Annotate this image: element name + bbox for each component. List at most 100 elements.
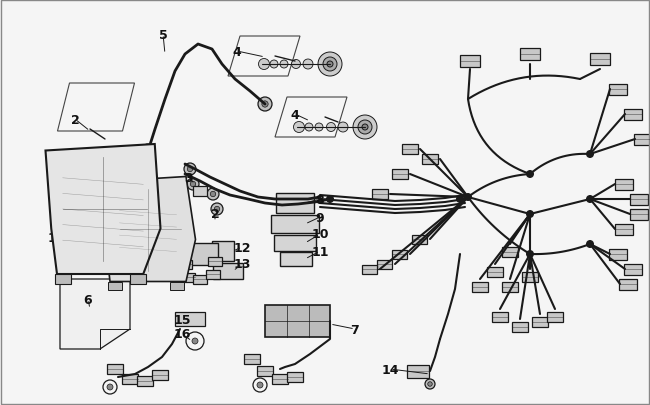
Bar [363, 265, 378, 274]
Circle shape [259, 60, 270, 70]
Circle shape [586, 151, 594, 159]
Bar [193, 275, 207, 284]
Text: 16: 16 [174, 328, 190, 341]
Circle shape [192, 338, 198, 344]
Circle shape [586, 196, 594, 203]
Circle shape [262, 102, 268, 108]
Circle shape [107, 384, 113, 390]
Bar [393, 250, 408, 259]
Bar [609, 249, 627, 260]
Circle shape [353, 116, 377, 140]
Circle shape [187, 167, 192, 172]
Text: 7: 7 [350, 323, 359, 336]
Circle shape [303, 60, 313, 70]
Bar [502, 247, 518, 257]
Bar [170, 282, 183, 290]
Polygon shape [101, 177, 196, 282]
Bar [280, 252, 312, 266]
Circle shape [586, 241, 594, 248]
Circle shape [318, 53, 342, 77]
Bar [272, 374, 288, 384]
Bar [108, 282, 122, 290]
Circle shape [145, 149, 151, 155]
Bar [634, 134, 650, 145]
Bar [265, 305, 330, 337]
Circle shape [526, 250, 534, 258]
Bar [520, 49, 540, 61]
Bar [522, 272, 538, 282]
Polygon shape [46, 145, 161, 274]
Circle shape [526, 171, 534, 179]
Circle shape [214, 207, 220, 212]
Circle shape [323, 58, 337, 72]
Text: 4: 4 [291, 108, 300, 121]
Circle shape [338, 123, 348, 133]
Circle shape [258, 98, 272, 112]
Circle shape [211, 203, 223, 215]
Bar [257, 366, 273, 376]
Bar [274, 235, 316, 252]
Circle shape [428, 382, 432, 386]
Bar [472, 282, 488, 292]
Text: 5: 5 [159, 28, 168, 41]
Bar [193, 187, 207, 196]
Text: 3: 3 [184, 171, 192, 184]
Circle shape [315, 124, 323, 132]
Circle shape [190, 182, 196, 187]
Bar [547, 312, 563, 322]
Text: 11: 11 [311, 245, 329, 258]
Bar [372, 190, 388, 200]
Bar [392, 170, 408, 179]
Bar [271, 215, 319, 233]
Bar [178, 260, 192, 269]
Bar [413, 235, 428, 244]
Bar [624, 109, 642, 120]
Circle shape [526, 211, 534, 218]
Bar [619, 279, 637, 290]
Text: 2: 2 [71, 113, 79, 126]
Bar [107, 364, 123, 374]
Circle shape [326, 123, 335, 132]
Text: 12: 12 [233, 241, 251, 254]
Bar [615, 179, 633, 190]
Circle shape [280, 61, 288, 69]
Bar [212, 241, 234, 261]
Bar [129, 274, 146, 284]
Bar [492, 312, 508, 322]
Bar [402, 145, 418, 155]
Bar [407, 364, 429, 377]
Bar [422, 155, 438, 164]
Circle shape [141, 145, 155, 159]
Text: 4: 4 [233, 45, 241, 58]
Bar [512, 322, 528, 332]
Text: 9: 9 [316, 211, 324, 224]
Bar [502, 282, 518, 292]
Bar [287, 372, 303, 382]
Bar [175, 312, 205, 326]
Circle shape [305, 124, 313, 132]
Bar [609, 84, 627, 95]
Bar [206, 270, 220, 279]
Bar [183, 243, 218, 265]
Bar [152, 370, 168, 380]
Circle shape [184, 164, 196, 175]
Circle shape [291, 60, 300, 69]
Text: 15: 15 [174, 313, 190, 326]
Circle shape [425, 379, 435, 389]
Circle shape [456, 196, 464, 203]
Circle shape [270, 61, 278, 69]
Bar [630, 194, 648, 205]
Bar [615, 224, 633, 235]
Bar [624, 264, 642, 275]
Bar [213, 263, 243, 279]
Text: 8: 8 [316, 193, 324, 206]
Bar [590, 54, 610, 66]
Circle shape [464, 194, 472, 202]
Text: 6: 6 [84, 293, 92, 306]
Circle shape [362, 125, 368, 131]
Circle shape [358, 121, 372, 135]
Text: 14: 14 [382, 362, 398, 375]
Bar [532, 317, 548, 327]
Text: 1: 1 [47, 231, 57, 244]
Bar [122, 374, 138, 384]
